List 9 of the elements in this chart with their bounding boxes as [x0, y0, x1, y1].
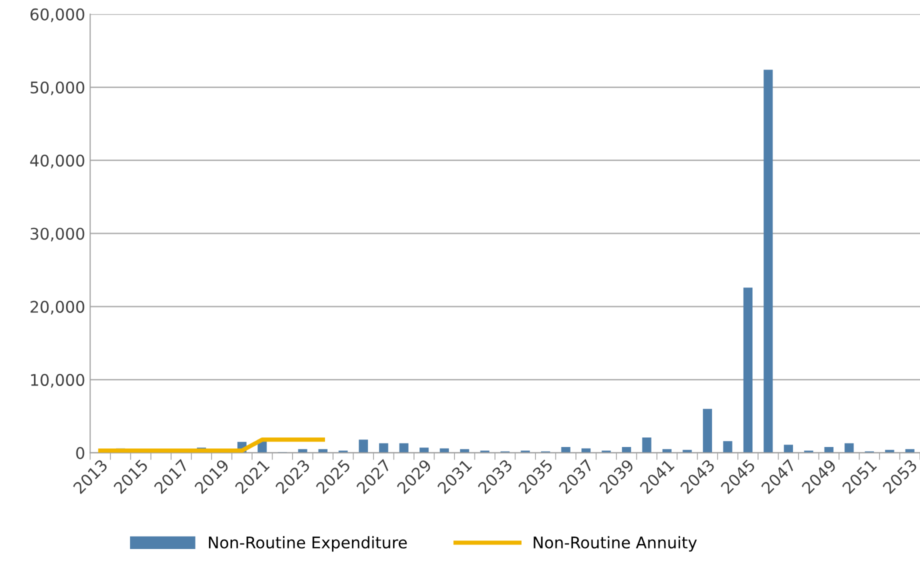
y-tick-label: 20,000	[30, 300, 84, 315]
legend-label: Non-Routine Annuity	[534, 536, 697, 552]
legend-label: Non-Routine Expenditure	[208, 536, 407, 552]
y-tick-label: 0	[76, 447, 84, 460]
y-tick-label: 40,000	[30, 154, 84, 168]
y-tick-label: 50,000	[30, 81, 84, 96]
y-tick-label: 30,000	[30, 228, 84, 242]
y-tick-label: 10,000	[31, 374, 84, 388]
y-tick-label: 60,000	[30, 8, 84, 22]
